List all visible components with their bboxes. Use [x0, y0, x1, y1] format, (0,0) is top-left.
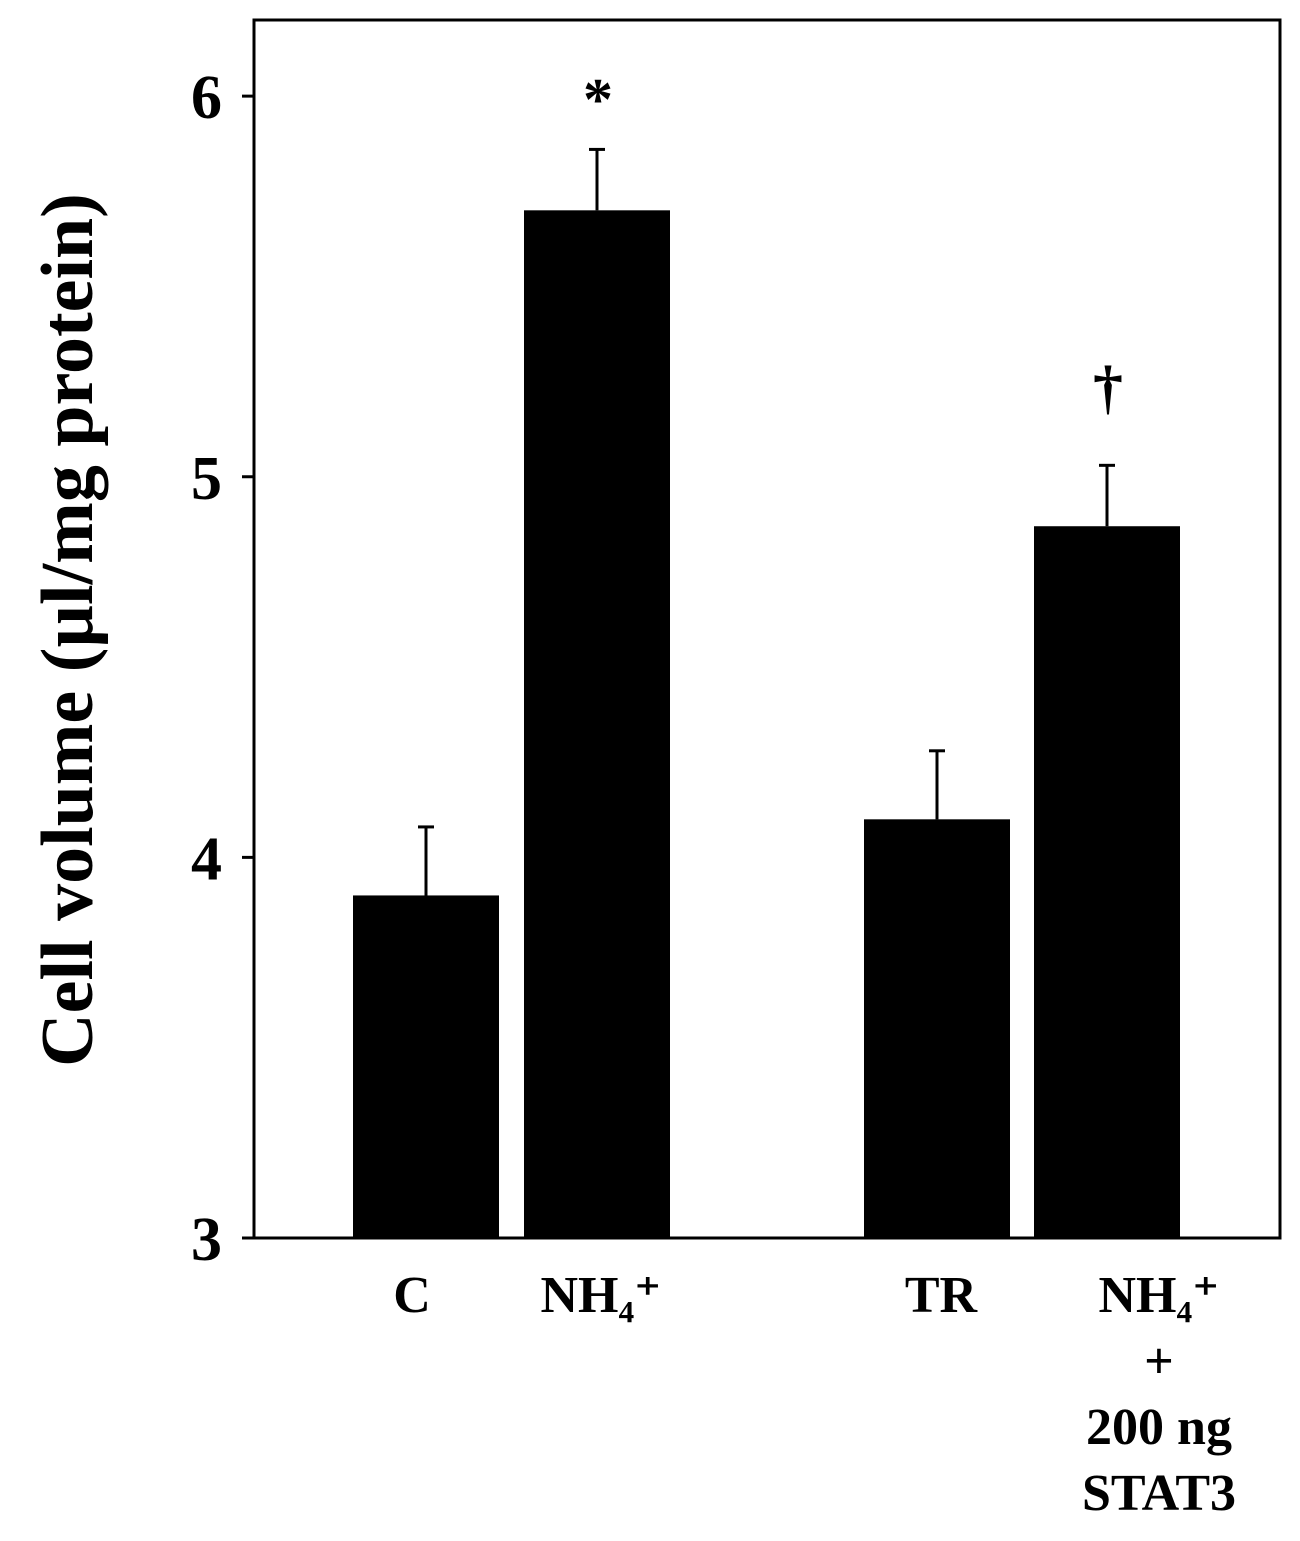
x-category-label: STAT3	[1082, 1465, 1236, 1522]
bar	[1034, 526, 1180, 1238]
x-category-label: NH₄⁺	[540, 1267, 661, 1324]
bar	[524, 210, 670, 1238]
y-tick-label: 5	[191, 445, 222, 513]
error-bars	[418, 147, 1115, 896]
y-tick-label: 4	[191, 825, 222, 893]
y-axis-ticks: 3 4 5 6	[191, 64, 254, 1274]
significance-markers: *†	[583, 66, 1123, 420]
y-tick-label: 6	[191, 64, 222, 132]
y-tick-label: 3	[191, 1206, 222, 1274]
significance-marker: *	[583, 66, 613, 132]
x-category-label: NH₄⁺	[1098, 1267, 1219, 1324]
plot-frame-border	[252, 18, 1282, 1240]
significance-marker: †	[1093, 354, 1123, 420]
y-axis-title: Cell volume (µl/mg protein)	[27, 193, 109, 1067]
x-category-label: TR	[905, 1267, 979, 1324]
bar	[864, 819, 1010, 1238]
bar	[353, 895, 499, 1238]
bars	[353, 210, 1180, 1238]
x-axis-labels: C NH₄⁺ TR NH₄⁺ +200 ng STAT3	[393, 1267, 1236, 1522]
x-category-label: C	[393, 1267, 431, 1324]
plot-frame	[252, 18, 1282, 1240]
x-category-label: +	[1144, 1333, 1174, 1390]
x-category-label: 200 ng	[1086, 1399, 1232, 1456]
